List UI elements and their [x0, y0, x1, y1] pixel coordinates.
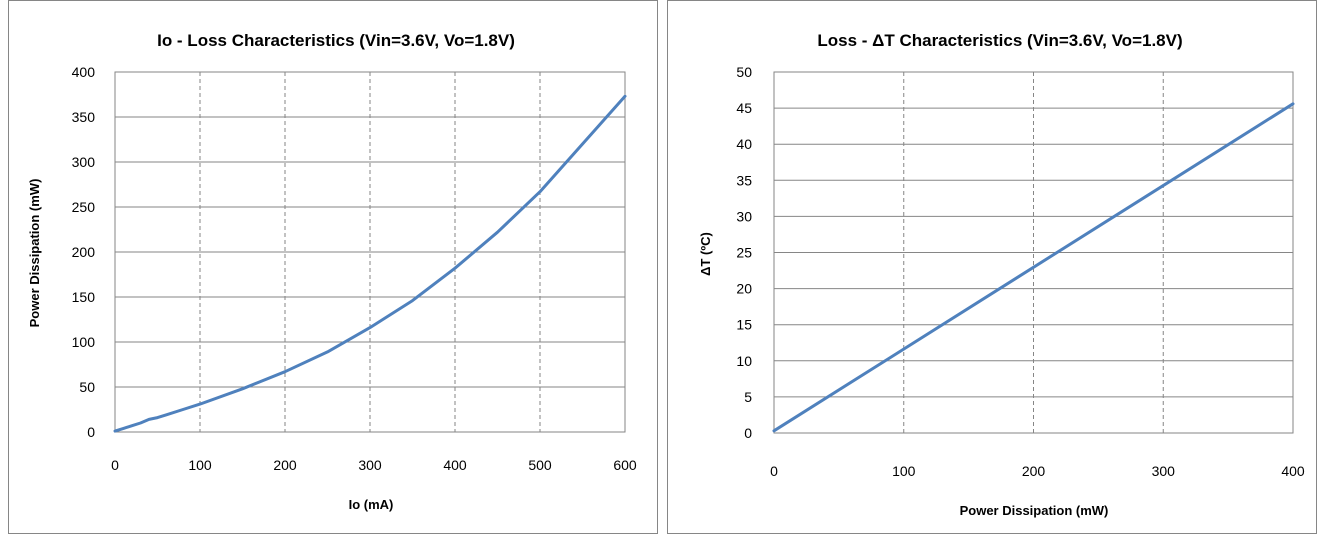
x-axis-title: Power Dissipation (mW) — [960, 503, 1109, 518]
y-axis-title: ΔT (ºC) — [698, 232, 713, 276]
chart-title: Io - Loss Characteristics (Vin=3.6V, Vo=… — [157, 31, 515, 50]
y-tick-label: 45 — [736, 100, 752, 116]
x-tick-label: 200 — [1022, 463, 1046, 479]
y-tick-label: 20 — [736, 281, 752, 297]
x-tick-label: 100 — [188, 457, 212, 473]
x-axis-title: Io (mA) — [349, 497, 394, 512]
x-tick-label: 300 — [1152, 463, 1176, 479]
y-tick-label: 250 — [72, 199, 96, 215]
x-tick-label: 400 — [1281, 463, 1305, 479]
y-tick-label: 50 — [736, 64, 752, 80]
x-tick-label: 0 — [111, 457, 119, 473]
plot-area — [773, 71, 1294, 434]
y-tick-label: 35 — [736, 172, 752, 188]
series-line — [113, 94, 627, 433]
x-tick-label: 600 — [613, 457, 637, 473]
y-tick-label: 300 — [72, 154, 96, 170]
chart-panel-io-loss: Io - Loss Characteristics (Vin=3.6V, Vo=… — [8, 0, 658, 534]
y-tick-label: 25 — [736, 245, 752, 261]
y-tick-label: 100 — [72, 334, 96, 350]
series-line — [772, 102, 1295, 433]
y-tick-label: 0 — [87, 424, 95, 440]
chart-loss-dt: Loss - ΔT Characteristics (Vin=3.6V, Vo=… — [698, 31, 1305, 518]
chart-io-loss: Io - Loss Characteristics (Vin=3.6V, Vo=… — [27, 31, 637, 512]
x-tick-label: 400 — [443, 457, 467, 473]
y-tick-label: 350 — [72, 109, 96, 125]
x-tick-label: 200 — [273, 457, 297, 473]
x-tick-label: 300 — [358, 457, 382, 473]
y-tick-label: 5 — [744, 389, 752, 405]
chart-panel-loss-dt: Loss - ΔT Characteristics (Vin=3.6V, Vo=… — [667, 0, 1317, 534]
plot-area — [114, 71, 626, 433]
y-tick-label: 50 — [79, 379, 95, 395]
y-tick-label: 15 — [736, 317, 752, 333]
x-tick-label: 100 — [892, 463, 916, 479]
x-tick-label: 500 — [528, 457, 552, 473]
y-tick-label: 400 — [72, 64, 96, 80]
chart-title: Loss - ΔT Characteristics (Vin=3.6V, Vo=… — [817, 31, 1182, 50]
x-tick-label: 0 — [770, 463, 778, 479]
y-tick-label: 200 — [72, 244, 96, 260]
y-tick-label: 150 — [72, 289, 96, 305]
y-axis-title: Power Dissipation (mW) — [27, 179, 42, 328]
y-tick-label: 30 — [736, 208, 752, 224]
y-tick-label: 40 — [736, 136, 752, 152]
y-tick-label: 10 — [736, 353, 752, 369]
y-tick-label: 0 — [744, 425, 752, 441]
